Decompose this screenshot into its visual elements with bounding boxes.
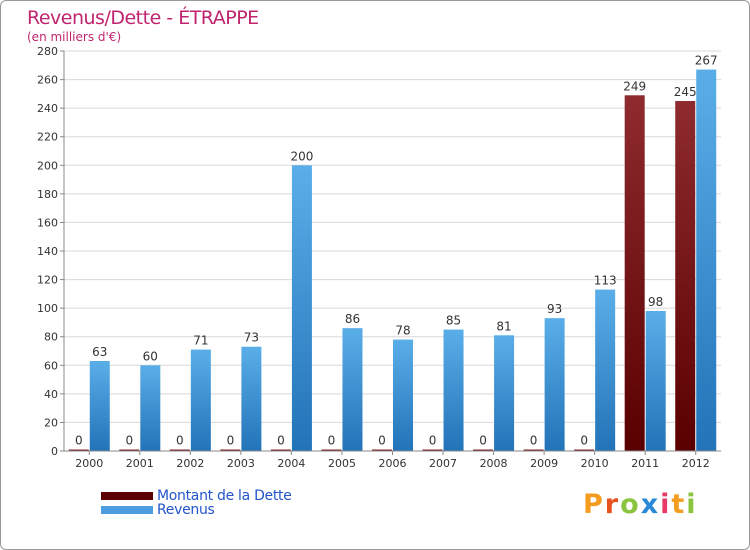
data-label-revenus: 200 — [290, 149, 313, 163]
legend-item-dette: Montant de la Dette — [101, 487, 292, 504]
data-label-revenus: 63 — [92, 345, 107, 359]
bar-dette — [321, 449, 342, 451]
legend-swatch-dette — [101, 491, 153, 500]
bar-revenus — [595, 289, 616, 451]
data-label-revenus: 98 — [648, 295, 663, 309]
y-tick-label: 140 — [37, 245, 58, 258]
x-tick-label: 2000 — [75, 457, 103, 470]
bar-dette — [473, 449, 494, 451]
x-tick-label: 2006 — [379, 457, 407, 470]
data-label-revenus: 81 — [496, 319, 511, 333]
x-tick-label: 2009 — [530, 457, 558, 470]
y-tick-label: 240 — [37, 102, 58, 115]
legend-label-revenus: Revenus — [157, 501, 215, 518]
y-tick-label: 100 — [37, 302, 58, 315]
data-label-dette: 249 — [623, 79, 646, 93]
x-tick-label: 2010 — [581, 457, 609, 470]
data-label-dette: 0 — [75, 434, 83, 448]
data-label-revenus: 60 — [143, 349, 158, 363]
data-label-dette: 0 — [227, 434, 235, 448]
data-label-revenus: 93 — [547, 302, 562, 316]
y-tick-label: 200 — [37, 159, 58, 172]
bar-dette — [220, 449, 241, 451]
x-tick-label: 2007 — [429, 457, 457, 470]
bar-revenus — [645, 311, 666, 451]
y-tick-label: 80 — [44, 331, 58, 344]
y-tick-label: 260 — [37, 74, 58, 87]
y-tick-label: 180 — [37, 188, 58, 201]
legend-label-dette: Montant de la Dette — [157, 487, 292, 504]
x-tick-label: 2004 — [277, 457, 305, 470]
bar-dette — [119, 449, 140, 451]
data-label-revenus: 85 — [446, 314, 461, 328]
chart-title: Revenus/Dette - ÉTRAPPE — [27, 7, 259, 29]
x-tick-label: 2001 — [126, 457, 154, 470]
y-tick-label: 160 — [37, 216, 58, 229]
data-label-revenus: 78 — [395, 324, 410, 338]
bar-dette — [372, 449, 392, 451]
logo-letter: i — [686, 489, 698, 520]
legend-swatch-revenus — [101, 505, 153, 514]
bar-dette — [422, 449, 443, 451]
data-label-dette: 0 — [125, 434, 133, 448]
data-label-revenus: 113 — [594, 274, 617, 288]
bar-revenus — [190, 349, 211, 451]
logo-letter: x — [640, 489, 661, 520]
bar-dette — [523, 449, 544, 451]
x-tick-label: 2011 — [631, 457, 659, 470]
data-label-dette: 0 — [479, 434, 487, 448]
data-label-revenus: 267 — [695, 54, 718, 68]
x-tick-label: 2008 — [480, 457, 508, 470]
x-tick-label: 2005 — [328, 457, 356, 470]
data-label-revenus: 71 — [193, 334, 208, 348]
y-tick-label: 40 — [44, 388, 58, 401]
bar-revenus — [494, 335, 515, 451]
bar-dette — [169, 449, 190, 451]
y-tick-label: 20 — [44, 416, 58, 429]
bar-dette — [624, 95, 645, 452]
data-label-dette: 0 — [530, 434, 538, 448]
data-label-dette: 0 — [378, 434, 386, 448]
bar-revenus — [393, 339, 413, 451]
data-label-dette: 0 — [429, 434, 437, 448]
legend-item-revenus: Revenus — [101, 501, 215, 518]
data-label-dette: 0 — [277, 434, 285, 448]
proxiti-logo: Proxiti — [583, 489, 698, 520]
bar-revenus — [89, 361, 110, 451]
y-tick-label: 0 — [51, 445, 58, 458]
bar-revenus — [342, 328, 363, 451]
data-label-dette: 0 — [328, 434, 336, 448]
data-label-revenus: 73 — [244, 331, 259, 345]
bar-dette — [574, 449, 595, 451]
data-label-dette: 0 — [176, 434, 184, 448]
x-tick-label: 2002 — [176, 457, 204, 470]
logo-letter: i — [660, 489, 672, 520]
bar-dette — [675, 101, 696, 451]
x-tick-label: 2012 — [682, 457, 710, 470]
chart-subtitle: (en milliers d'€) — [27, 30, 122, 44]
x-tick-label: 2003 — [227, 457, 255, 470]
y-tick-label: 60 — [44, 359, 58, 372]
bar-revenus — [443, 329, 464, 451]
logo-letter: r — [604, 489, 621, 520]
logo-letter: t — [671, 489, 687, 520]
logo-letter: o — [620, 489, 641, 520]
bar-dette — [270, 449, 291, 451]
bar-revenus — [140, 365, 161, 451]
bar-revenus — [544, 318, 565, 451]
data-label-revenus: 86 — [345, 312, 360, 326]
y-tick-label: 280 — [37, 45, 58, 58]
data-label-dette: 245 — [674, 85, 697, 99]
bar-revenus — [291, 165, 312, 452]
data-label-dette: 0 — [580, 434, 588, 448]
y-tick-label: 120 — [37, 274, 58, 287]
bar-revenus — [241, 346, 262, 451]
logo-letter: P — [583, 489, 605, 520]
bar-dette — [68, 449, 89, 451]
bar-revenus — [696, 69, 717, 452]
y-tick-label: 220 — [37, 131, 58, 144]
